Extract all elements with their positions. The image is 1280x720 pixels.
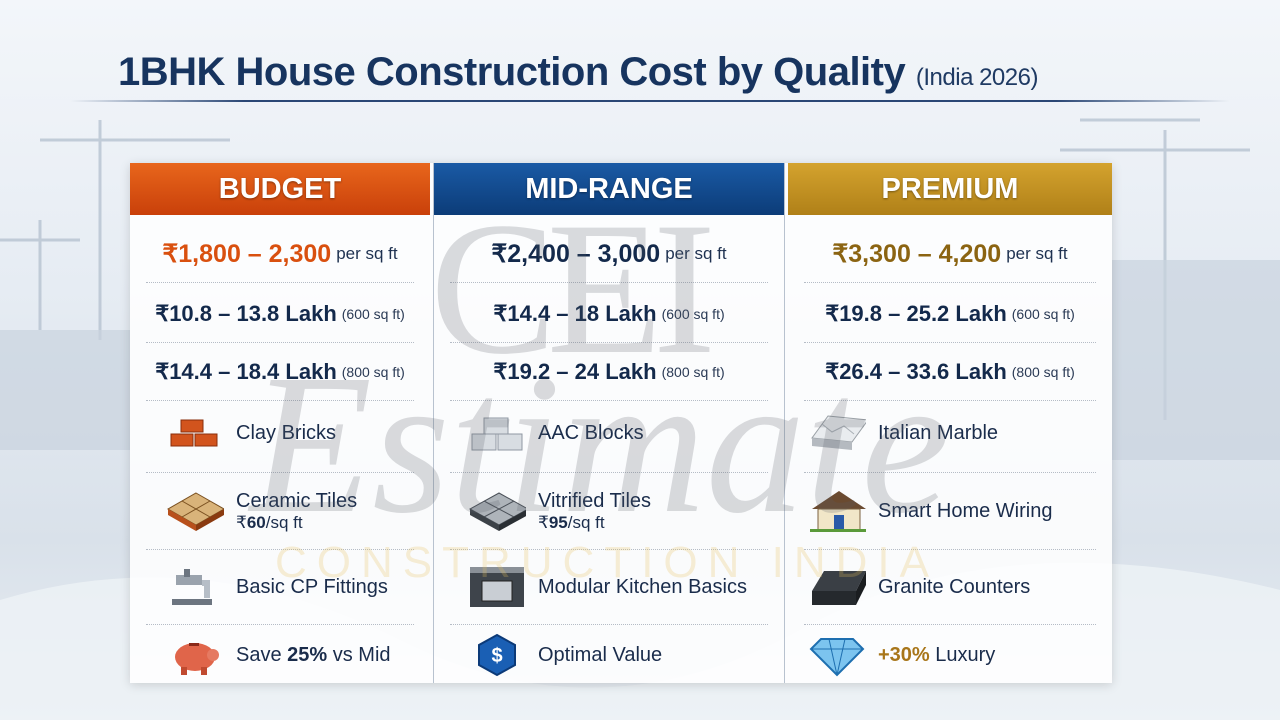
brick-icon xyxy=(166,412,224,456)
price-range: ₹3,300 – 4,200 xyxy=(832,239,1002,268)
total-600: ₹14.4 – 18 Lakh xyxy=(493,300,657,326)
piggy-bank-icon xyxy=(166,633,224,677)
feature-price: ₹95/sq ft xyxy=(538,513,651,533)
column-header: BUDGET xyxy=(130,163,430,215)
feature-item: $ Optimal Value xyxy=(450,625,768,685)
area-800: (800 sq ft) xyxy=(341,363,405,380)
kitchen-icon xyxy=(468,565,526,609)
total-600: ₹19.8 – 25.2 Lakh xyxy=(825,300,1007,326)
feature-item: AAC Blocks xyxy=(450,395,768,473)
total-600-row: ₹14.4 – 18 Lakh (600 sq ft) xyxy=(450,285,768,343)
total-600-row: ₹10.8 – 13.8 Lakh (600 sq ft) xyxy=(146,285,414,343)
column-premium: PREMIUM ₹3,300 – 4,200 per sq ft ₹19.8 – … xyxy=(788,163,1112,683)
granite-icon xyxy=(808,565,866,609)
feature-price-value: 60 xyxy=(246,512,266,532)
feature-price-value: 95 xyxy=(548,512,568,532)
diamond-icon xyxy=(808,633,866,677)
feature-prefix: Save xyxy=(236,643,288,666)
column-header: PREMIUM xyxy=(788,163,1112,215)
price-range: ₹2,400 – 3,000 xyxy=(491,239,661,268)
feature-item: Basic CP Fittings xyxy=(146,550,414,625)
area-600: (600 sq ft) xyxy=(1011,305,1075,322)
feature-text: Clay Bricks xyxy=(236,422,336,445)
feature-highlight: +30% xyxy=(878,643,930,666)
feature-item: Granite Counters xyxy=(804,550,1096,625)
feature-text: Modular Kitchen Basics xyxy=(538,576,747,599)
area-800: (800 sq ft) xyxy=(661,363,725,380)
page-title: 1BHK House Construction Cost by Quality … xyxy=(118,50,1038,95)
price-unit: per sq ft xyxy=(1006,243,1068,263)
total-600: ₹10.8 – 13.8 Lakh xyxy=(155,300,337,326)
feature-text: Smart Home Wiring xyxy=(878,500,1052,523)
vitrified-tile-icon xyxy=(468,489,526,533)
feature-text: +30% Luxury xyxy=(878,644,995,667)
area-800: (800 sq ft) xyxy=(1011,363,1075,380)
feature-item: Modular Kitchen Basics xyxy=(450,550,768,625)
feature-item: Save 25% vs Mid xyxy=(146,625,414,685)
smart-home-icon xyxy=(808,489,866,533)
feature-item: Italian Marble xyxy=(804,395,1096,473)
area-600: (600 sq ft) xyxy=(341,305,405,322)
feature-label: Clay Bricks xyxy=(236,422,337,444)
feature-label: Italian Marble xyxy=(878,422,999,444)
price-unit: per sq ft xyxy=(336,243,398,263)
feature-label: Optimal Value xyxy=(538,643,663,666)
svg-text:$: $ xyxy=(491,645,502,667)
aac-block-icon xyxy=(468,412,526,456)
title-main: 1BHK House Construction Cost by Quality xyxy=(118,50,906,94)
total-800-row: ₹14.4 – 18.4 Lakh (800 sq ft) xyxy=(146,343,414,401)
total-600-row: ₹19.8 – 25.2 Lakh (600 sq ft) xyxy=(804,285,1096,343)
feature-text: Optimal Value xyxy=(538,644,662,667)
feature-label: Smart Home Wiring xyxy=(878,499,1053,522)
price-unit: per sq ft xyxy=(665,243,727,263)
column-mid-range: MID-RANGE ₹2,400 – 3,000 per sq ft ₹14.4 … xyxy=(433,163,785,683)
feature-label: Granite Counters xyxy=(878,575,1031,598)
price-per-sqft-row: ₹3,300 – 4,200 per sq ft xyxy=(804,225,1096,283)
feature-text: Granite Counters xyxy=(878,576,1030,599)
price-per-sqft-row: ₹1,800 – 2,300 per sq ft xyxy=(146,225,414,283)
total-800-row: ₹19.2 – 24 Lakh (800 sq ft) xyxy=(450,343,768,401)
feature-label: Vitrified Tiles xyxy=(538,489,652,512)
total-800: ₹26.4 – 33.6 Lakh xyxy=(825,358,1007,384)
total-800: ₹19.2 – 24 Lakh xyxy=(493,358,657,384)
feature-price-unit: /sq ft xyxy=(567,512,605,532)
feature-suffix: vs Mid xyxy=(327,643,391,666)
feature-item: Ceramic Tiles ₹60/sq ft xyxy=(146,473,414,550)
dollar-shield-icon: $ xyxy=(468,633,526,677)
column-budget: BUDGET ₹1,800 – 2,300 per sq ft ₹10.8 – 1… xyxy=(130,163,430,683)
total-800-row: ₹26.4 – 33.6 Lakh (800 sq ft) xyxy=(804,343,1096,401)
feature-item: Clay Bricks xyxy=(146,395,414,473)
currency-symbol: ₹ xyxy=(236,512,247,532)
total-800: ₹14.4 – 18.4 Lakh xyxy=(155,358,337,384)
feature-highlight: 25% xyxy=(287,643,328,666)
price-range: ₹1,800 – 2,300 xyxy=(162,239,332,268)
feature-label: AAC Blocks xyxy=(538,422,644,444)
feature-text: Save 25% vs Mid xyxy=(236,644,391,667)
column-header: MID-RANGE xyxy=(434,163,784,215)
feature-text: Basic CP Fittings xyxy=(236,576,388,599)
feature-text: Italian Marble xyxy=(878,422,998,445)
comparison-table: BUDGET ₹1,800 – 2,300 per sq ft ₹10.8 – 1… xyxy=(130,163,1112,683)
marble-icon xyxy=(808,412,866,456)
feature-item: +30% Luxury xyxy=(804,625,1096,685)
price-per-sqft-row: ₹2,400 – 3,000 per sq ft xyxy=(450,225,768,283)
feature-item: Smart Home Wiring xyxy=(804,473,1096,550)
ceramic-tile-icon xyxy=(166,489,224,533)
currency-symbol: ₹ xyxy=(538,512,549,532)
feature-price-unit: /sq ft xyxy=(265,512,303,532)
feature-label: Ceramic Tiles xyxy=(236,489,358,512)
feature-label: Modular Kitchen Basics xyxy=(538,575,747,598)
faucet-icon xyxy=(166,565,224,609)
title-subtitle: (India 2026) xyxy=(915,64,1039,91)
feature-text: Ceramic Tiles ₹60/sq ft xyxy=(236,490,357,533)
feature-text: Vitrified Tiles ₹95/sq ft xyxy=(538,490,651,533)
feature-price: ₹60/sq ft xyxy=(236,513,357,533)
feature-item: Vitrified Tiles ₹95/sq ft xyxy=(450,473,768,550)
title-divider xyxy=(70,100,1230,102)
feature-label: Basic CP Fittings xyxy=(236,575,388,598)
feature-text: AAC Blocks xyxy=(538,422,644,445)
feature-suffix: Luxury xyxy=(929,643,996,666)
area-600: (600 sq ft) xyxy=(661,305,725,322)
